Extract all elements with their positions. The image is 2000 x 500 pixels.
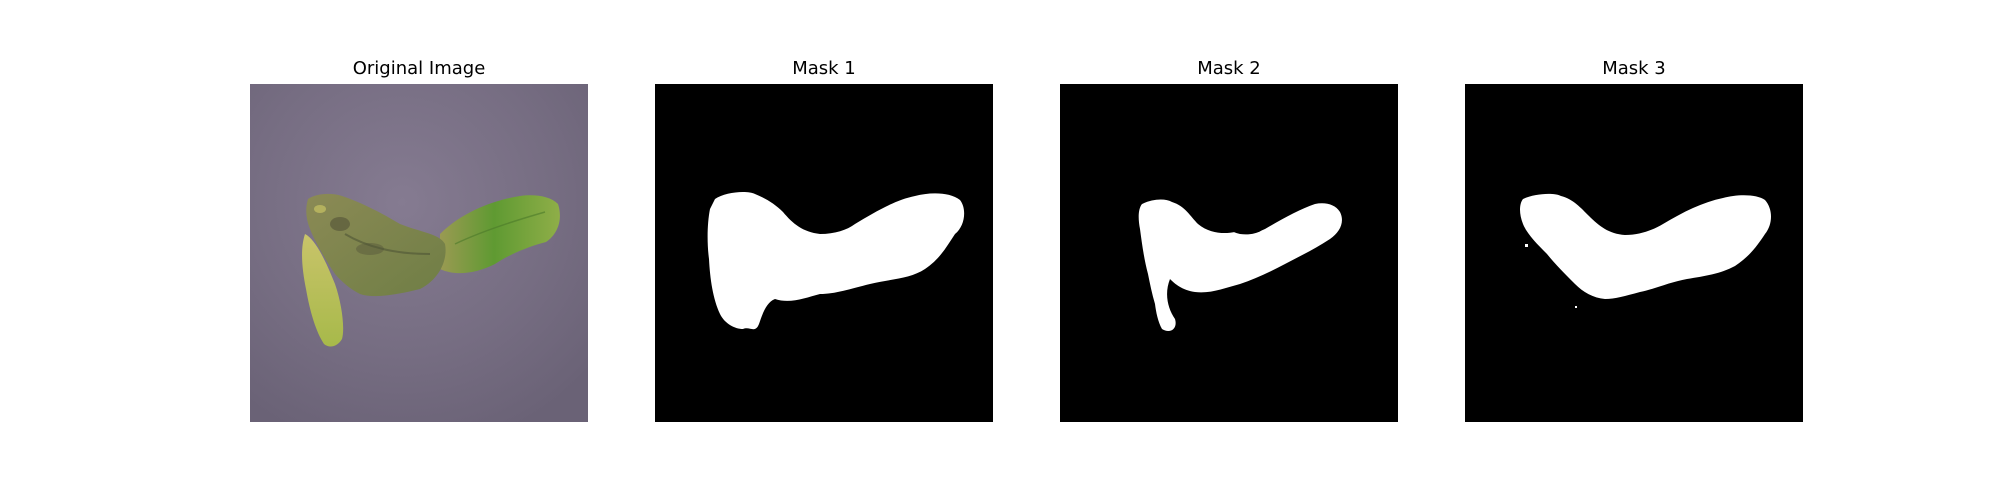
leaf-vein: [344, 233, 431, 255]
panel-title: Mask 3: [1602, 58, 1666, 79]
mask-2-image: [1060, 84, 1398, 422]
leaf-spot: [314, 205, 326, 213]
mask-region: [707, 191, 965, 330]
mask-region: [1520, 193, 1771, 299]
leaf-spot: [330, 217, 350, 231]
mask-speck: [1525, 244, 1528, 247]
leaf-right: [440, 195, 560, 274]
mask-2-panel: Mask 2: [1060, 0, 1398, 500]
panel-title: Original Image: [352, 58, 486, 79]
mask-3-panel: Mask 3: [1465, 0, 1803, 500]
original-image: [250, 84, 588, 422]
panel-title: Mask 2: [1197, 58, 1261, 79]
leaf-left: [302, 234, 344, 347]
original-image-panel: Original Image: [250, 0, 588, 500]
mask-hole: [1223, 211, 1266, 235]
mask-3-image: [1465, 84, 1803, 422]
panel-title: Mask 1: [792, 58, 856, 79]
mask-speck: [1575, 306, 1577, 308]
mask-region: [1138, 199, 1342, 331]
mask-1-panel: Mask 1: [655, 0, 993, 500]
leaf-vein: [454, 211, 546, 245]
leaf-spot: [356, 243, 384, 255]
mask-1-image: [655, 84, 993, 422]
